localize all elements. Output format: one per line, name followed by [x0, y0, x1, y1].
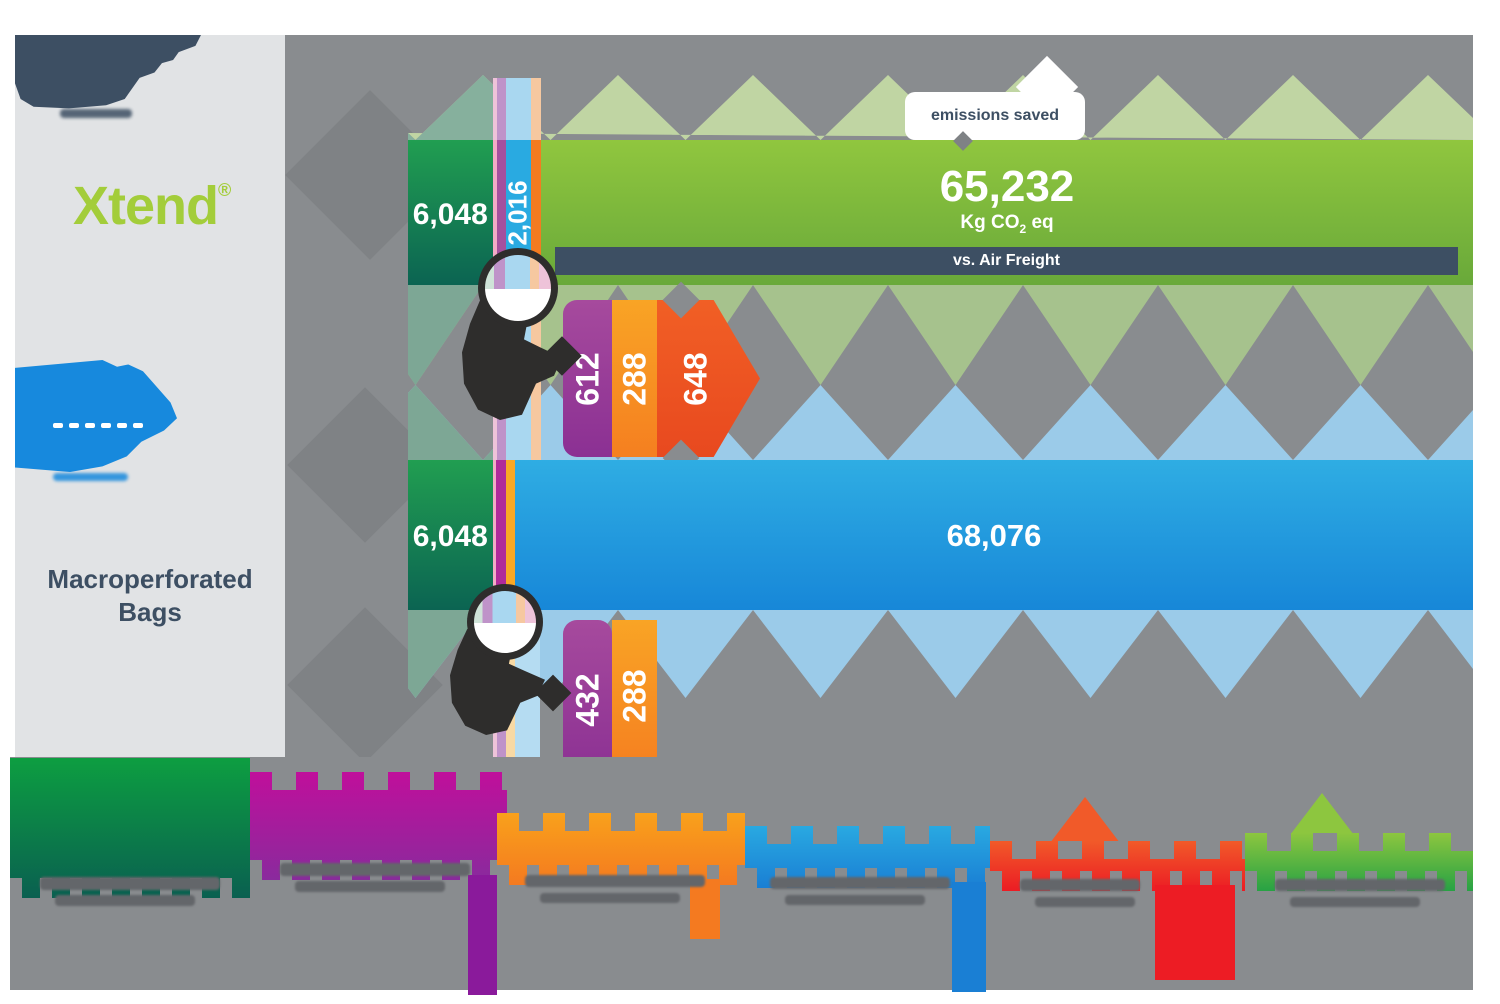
magnifier-lens-icon: [467, 584, 543, 660]
legend-descender-red: [1155, 885, 1235, 980]
xtend-input-block: 6,048: [408, 140, 493, 285]
airplane-dash-line: [53, 423, 143, 428]
strip-orange: [530, 140, 541, 285]
legend-caption-blur: [1290, 897, 1420, 907]
strip-pink: [492, 140, 497, 285]
legend-descender-orange: [690, 879, 720, 939]
legend-caption-blur: [785, 895, 925, 905]
macro-zoom-value-1: 432: [569, 673, 605, 727]
registered-mark: ®: [218, 180, 231, 200]
airplane-icon: [15, 360, 177, 472]
legend-caption-blur: [1020, 879, 1140, 891]
xtend-savings-bar: 65,232 Kg CO2 eq vs. Air Freight: [541, 140, 1473, 285]
xtend-zoom-amber-block: 288: [612, 300, 657, 457]
savings-value: 65,232: [939, 162, 1075, 211]
legend-caption-blur: [280, 863, 470, 876]
xtend-zoom-purple-block: 612: [563, 300, 612, 457]
legend-peak-green: [1290, 793, 1354, 835]
macro-input-block: 6,048: [408, 460, 493, 610]
legend-caption-blur: [1035, 897, 1135, 907]
xtend-input-value: 6,048: [412, 198, 488, 231]
strip-magenta: [496, 460, 506, 610]
competitor-line1: Macroperforated: [47, 564, 253, 594]
legend-caption-blur: [1275, 879, 1445, 891]
legend: [10, 757, 1473, 995]
cargo-ship-icon: [15, 35, 201, 109]
zigzag-top-green: [408, 75, 1473, 140]
strip-tint: [497, 78, 506, 140]
legend-descender-purple: [468, 875, 497, 995]
zigzag-bottom-blue: [408, 610, 1473, 698]
macro-zoom-purple-block: 432: [563, 620, 612, 780]
emissions-saved-tooltip: emissions saved: [905, 92, 1085, 140]
strip-blue-value: 2,016: [502, 179, 533, 246]
legend-caption-blur: [55, 895, 195, 906]
legend-caption-blur: [40, 877, 220, 890]
strip-tint: [492, 78, 497, 140]
ship-caption-blur: [60, 109, 132, 118]
legend-peak-red: [1050, 797, 1120, 843]
legend-caption-blur: [770, 877, 950, 889]
legend-descender-blue: [952, 882, 986, 992]
brand-name: Xtend: [73, 176, 219, 236]
magnifier-lens-icon: [478, 248, 558, 328]
xtend-zoom-value-3: 648: [677, 351, 714, 406]
macro-input-value: 6,048: [412, 520, 488, 553]
legend-caption-blur: [295, 881, 445, 892]
savings-unit: Kg CO2 eq: [960, 212, 1054, 236]
legend-caption-blur: [525, 875, 705, 887]
sidebar: Xtend® Macroperforated Bags: [15, 35, 285, 757]
strip-tint: [506, 78, 531, 140]
brand-logo: Xtend®: [73, 175, 283, 237]
xtend-zoom-value-2: 288: [616, 351, 652, 406]
strip-pink: [492, 460, 496, 610]
zigzag-bottom-teal2: [408, 610, 520, 698]
strip-tint: [530, 78, 541, 140]
legend-caption-blur: [540, 893, 680, 903]
strip-amber: [506, 460, 515, 610]
macro-zoom-amber-block: 288: [612, 620, 657, 772]
comparison-bar: vs. Air Freight: [555, 247, 1458, 275]
strip-magenta: [497, 140, 506, 285]
competitor-label: Macroperforated Bags: [25, 563, 275, 628]
competitor-line2: Bags: [118, 596, 182, 627]
macro-total-bar: 68,076: [515, 460, 1473, 610]
macro-zoom-value-2: 288: [616, 669, 652, 723]
macro-total-value: 68,076: [946, 518, 1042, 553]
plane-caption-blur: [53, 473, 128, 481]
chart-area: 6,048 2,016 65,232 Kg CO2 eq vs. Air Fre…: [285, 35, 1473, 780]
